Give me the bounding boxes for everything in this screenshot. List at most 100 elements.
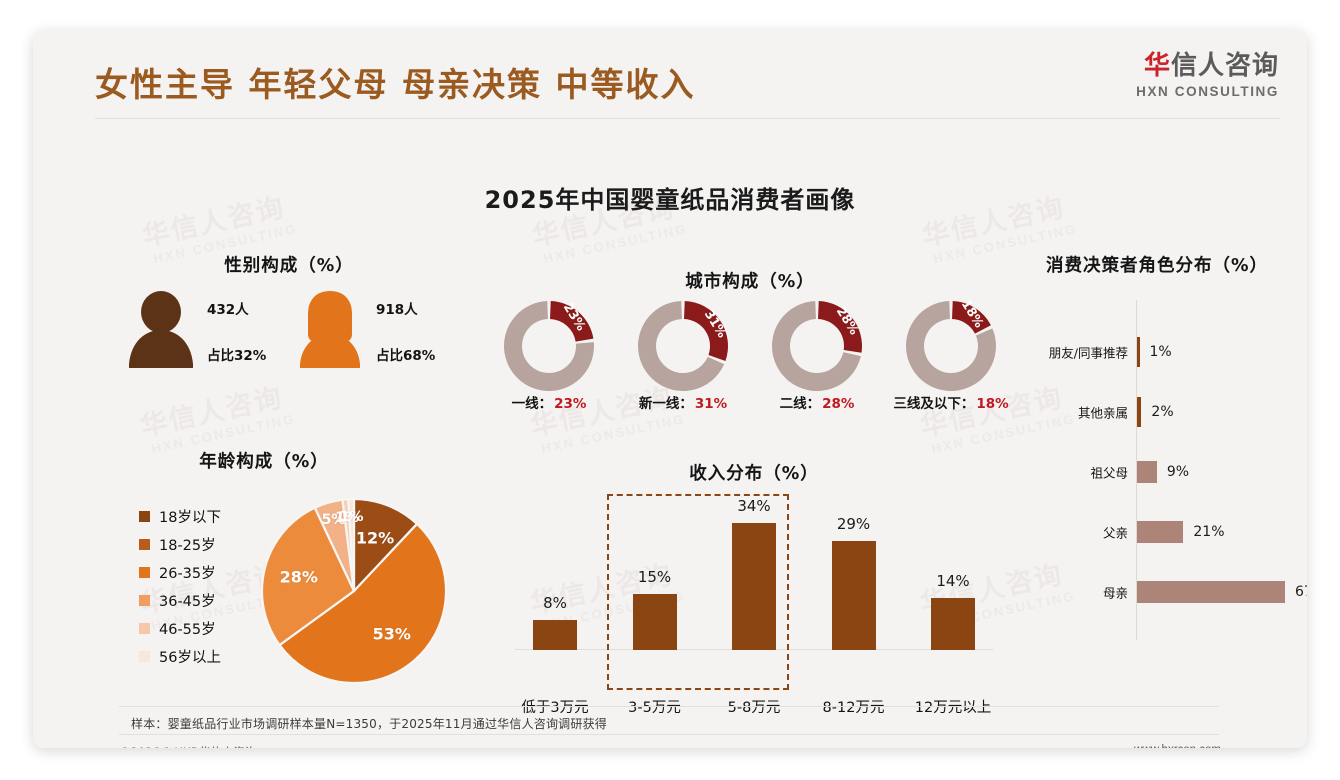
website-text: www.hxrcon.com [1134,744,1221,748]
donut-label-name: 二线： [779,396,821,412]
decision-role-bar [1137,521,1184,543]
gender-male-share: 占比32% [207,348,267,364]
decision-role-bar [1137,397,1142,427]
age-legend-item[interactable]: 36-45岁 [139,586,221,614]
legend-swatch-icon [139,566,150,578]
age-legend: 18岁以下 18-25岁 26-35岁 36-45岁 46-55岁 56岁以上 [139,502,221,670]
pie-slice-label: 12% [355,528,395,548]
income-bar-value: 14% [936,571,970,590]
income-bar-category: 12万元以上 [914,700,992,716]
legend-swatch-icon [139,538,150,550]
city-donut-2: 31% 新一线： 31% [619,300,747,412]
logo-en-text: HXN CONSULTING [1136,84,1279,100]
income-bar [533,620,577,650]
income-bar [732,522,776,650]
decision-role-value: 67% [1295,584,1307,600]
gender-male-count: 432人 [207,302,249,318]
logo-cn-red: 华 [1143,51,1171,81]
gender-female-share: 占比68% [376,348,436,364]
donut-label-value: 31% [694,396,728,412]
income-bar-value: 8% [543,594,567,612]
age-pie-chart: 12% 53% 28% 5% 1% 1% [259,496,449,686]
donut-ring: 23% [503,300,595,392]
income-section: 收入分布（%） 低于3万元 8% 3-5万元 15% 5-8万元 34% 8-12万元 29%… [499,460,1009,716]
decision-role-row: 其他亲属 2% [1018,384,1296,440]
city-donut-3: 28% 二线： 28% [753,300,881,412]
decision-role-row: 母亲 67% [1018,564,1307,620]
income-bar-value: 15% [637,567,672,586]
donut-label-value: 28% [822,396,855,412]
age-legend-item[interactable]: 18岁以下 [139,502,221,530]
income-bar [831,541,876,650]
income-bar-category: 低于3万元 [521,700,589,716]
age-section: 年龄构成（%） 18岁以下 18-25岁 26-35岁 36-45岁 46-55岁 56岁… [99,448,499,688]
city-donut-1: 23% 一线： 23% [485,300,613,412]
pie-slice-label: 5% [321,512,346,529]
slide-card: 华信人咨询 HXN CONSULTING 华信人咨询 HXN CONSULTIN… [33,30,1307,748]
note-divider-top [119,706,1219,707]
gender-male-text: 432人 占比32% [207,298,266,364]
income-section-title: 收入分布（%） [689,464,819,484]
age-legend-item[interactable]: 26-35岁 [139,558,221,586]
income-bar-category: 5-8万元 [727,700,781,716]
income-bar-column: 34% [708,496,800,650]
logo-cn-text: 华信人咨询 [1136,52,1279,80]
age-legend-item[interactable]: 18-25岁 [139,530,221,558]
pie-slice-label: 28% [279,567,318,587]
female-silhouette-icon [300,291,360,368]
pie-slice-2 [278,522,448,685]
age-legend-label: 56岁以上 [159,649,221,666]
decision-role-row: 朋友/同事推荐 1% [1018,324,1296,380]
age-legend-item[interactable]: 56岁以上 [139,642,221,670]
decision-roles-axis [1136,300,1137,640]
decision-role-value: 9% [1166,464,1190,480]
income-bar-column: 15% [609,500,701,650]
age-legend-label: 26-35岁 [159,565,216,582]
income-bar-column: 14% [907,500,999,650]
income-bar-value: 34% [737,496,771,515]
pie-slice-6 [347,497,356,592]
donut-label-name: 三线及以下： [893,396,975,412]
legend-swatch-icon [139,650,150,662]
decision-role-label: 朋友/同事推荐 [1048,345,1128,361]
decision-roles-section: 消费决策者角色分布（%） 朋友/同事推荐 1% 其他亲属 2% 祖父母 9% 父亲 21% 母亲… [1018,252,1307,642]
age-legend-label: 18-25岁 [159,537,216,554]
decision-roles-chart: 朋友/同事推荐 1% 其他亲属 2% 祖父母 9% 父亲 21% 母亲 67% [1018,300,1307,640]
decision-roles-title: 消费决策者角色分布（%） [1045,256,1269,276]
donut-ring: 31% [637,300,730,392]
decision-role-bar [1137,337,1140,367]
decision-role-bar [1137,461,1157,483]
age-legend-label: 18岁以下 [159,509,221,526]
logo-cn-rest: 信人咨询 [1170,51,1279,81]
decision-role-value: 21% [1193,524,1225,540]
header-divider [95,118,1280,119]
decision-role-value: 2% [1151,404,1174,420]
gender-female-count: 918人 [376,302,418,318]
city-donut-4: 18% 三线及以下： 18% [887,297,1015,412]
donut-label: 一线： 23% [485,392,613,412]
gender-section-title: 性别构成（%） [224,256,354,276]
city-section: 城市构成（%） 23% 一线： 23% 31% 新一线： 31% 28% 二线： 28% 18% 三… [485,268,1015,413]
decision-role-label: 母亲 [1102,585,1128,601]
pie-slice-3 [260,506,356,647]
pie-slice-label: 53% [372,624,411,644]
income-bar-chart: 低于3万元 8% 3-5万元 15% 5-8万元 34% 8-12万元 29% 12万元以上 14… [509,496,999,716]
watermark-en: HXN CONSULTING [541,220,689,267]
income-highlight-box [607,494,789,690]
age-legend-item[interactable]: 46-55岁 [139,614,221,642]
donut-ring: 18% [905,297,997,392]
donut-ring: 28% [771,300,863,392]
income-bar [931,597,975,650]
slide-header: 女性主导 年轻父母 母亲决策 中等收入 华信人咨询 HXN CONSULTING [33,30,1307,122]
donut-label-name: 一线： [511,396,553,412]
decision-role-value: 1% [1149,344,1172,360]
donut-label-name: 新一线： [638,396,693,412]
gender-section: 性别构成（%） 432人 占比32% 918人 [99,252,479,392]
age-legend-label: 46-55岁 [159,621,216,638]
income-bar [632,593,677,650]
donut-label-value: 23% [554,396,587,412]
brand-logo: 华信人咨询 HXN CONSULTING [1136,52,1279,99]
income-bar-category: 3-5万元 [628,700,681,716]
decision-role-row: 父亲 21% [1018,504,1296,560]
